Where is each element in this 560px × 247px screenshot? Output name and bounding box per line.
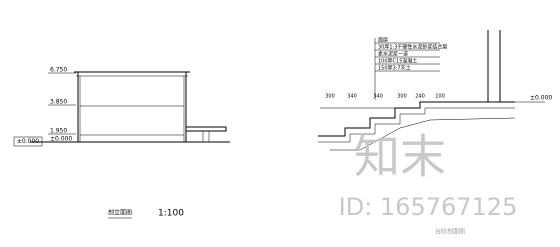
dim-label: 300 bbox=[325, 94, 335, 100]
ground-label-box bbox=[13, 136, 43, 147]
dim-label: 240 bbox=[415, 94, 425, 100]
scale: 1:100 bbox=[158, 209, 184, 219]
step-section: 台阶剖面图 bbox=[318, 30, 545, 236]
column bbox=[202, 130, 210, 143]
canopy bbox=[185, 126, 227, 132]
dim-label: 100 bbox=[435, 94, 445, 100]
level-label: 3.850 bbox=[50, 99, 67, 106]
building-section: ±0.000 剖立面图 1:100 bbox=[13, 71, 230, 219]
layer bbox=[318, 107, 515, 143]
layer-label: 100厚C15混凝土 bbox=[378, 58, 417, 65]
steps bbox=[318, 101, 515, 137]
base-layer bbox=[330, 117, 516, 151]
dim-label: 340 bbox=[347, 94, 357, 100]
layer-label: 面层 bbox=[378, 38, 388, 44]
layer-label: 150厚3:7灰土 bbox=[378, 65, 411, 72]
watermark-brand: 知末 bbox=[354, 130, 446, 184]
level-label: ±0.000 bbox=[50, 136, 72, 143]
ground-label: ±0.000 bbox=[17, 138, 39, 145]
watermark-id: ID: 165767125 bbox=[339, 193, 518, 221]
caption: 台阶剖面图 bbox=[435, 228, 465, 236]
layer-label: 30厚1:3干硬性水泥砂浆结合层 bbox=[378, 44, 447, 51]
dim-label: 340 bbox=[373, 94, 383, 100]
layer-label: 素水泥浆一道 bbox=[378, 51, 408, 58]
building-outline bbox=[77, 71, 187, 143]
caption: 剖立面图 bbox=[108, 209, 132, 217]
level-label: 1.950 bbox=[50, 128, 67, 135]
dim-label: 300 bbox=[397, 94, 407, 100]
level-label: ±0.000 bbox=[530, 95, 552, 102]
level-label: 6.750 bbox=[50, 67, 67, 74]
